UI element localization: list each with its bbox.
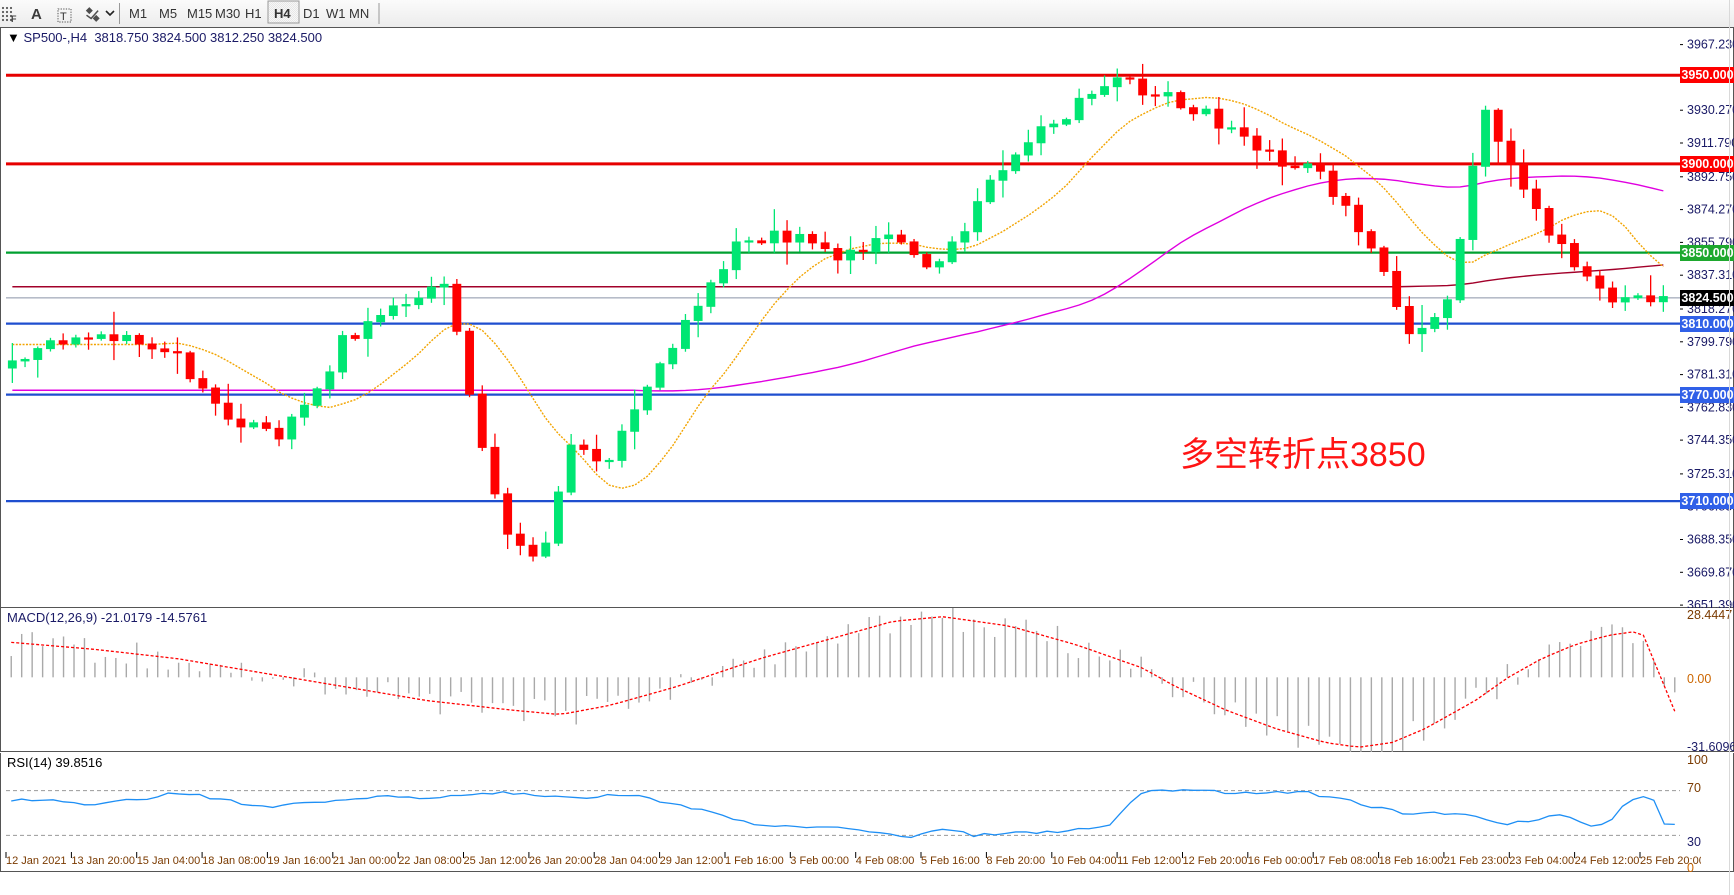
svg-text:H1: H1	[245, 6, 262, 21]
svg-text:H4: H4	[274, 6, 291, 21]
svg-text:M15: M15	[187, 6, 212, 21]
svg-text:M30: M30	[215, 6, 240, 21]
svg-text:A: A	[31, 6, 42, 23]
svg-text:M5: M5	[159, 6, 177, 21]
svg-text:T: T	[60, 11, 67, 23]
svg-text:F: F	[11, 14, 17, 24]
svg-text:M1: M1	[129, 6, 147, 21]
svg-text:W1: W1	[326, 6, 346, 21]
svg-text:D1: D1	[303, 6, 320, 21]
svg-text:MN: MN	[349, 6, 369, 21]
